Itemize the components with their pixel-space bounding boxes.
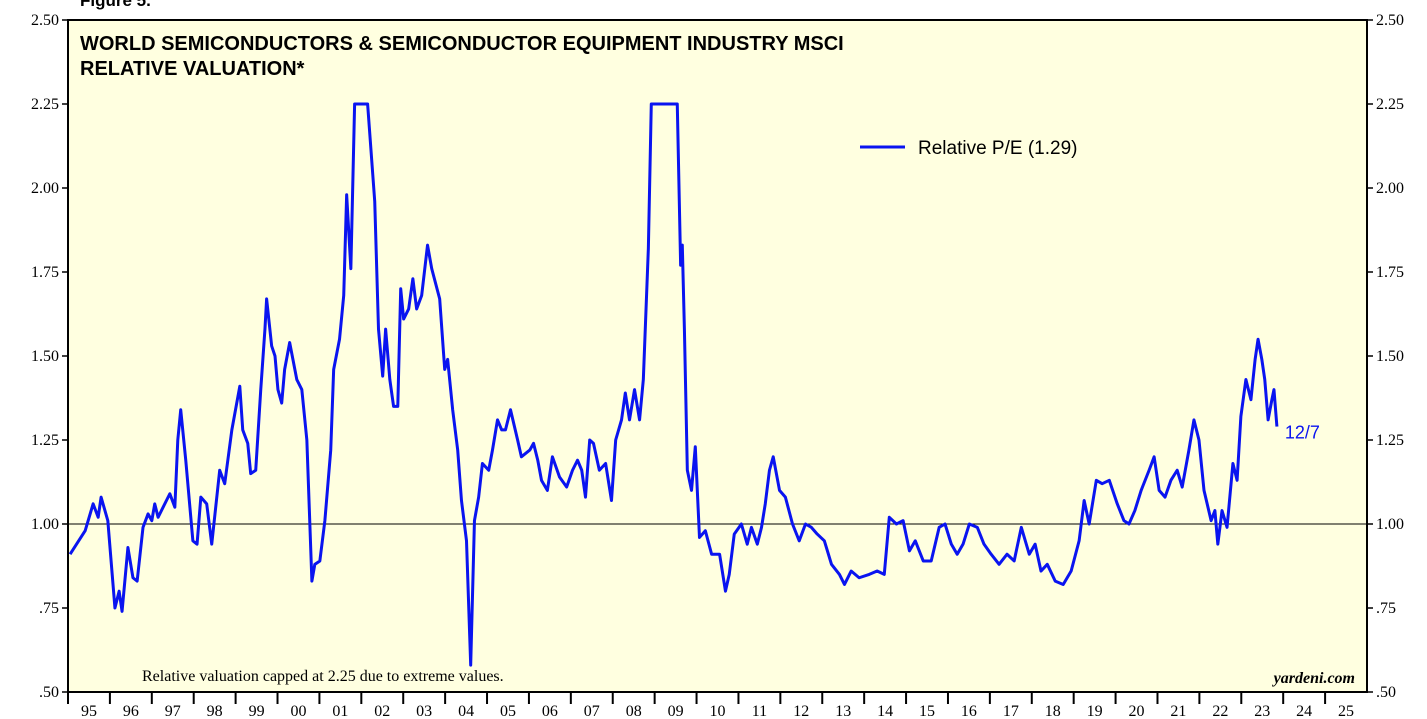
y2-tick-label: 2.25	[1376, 96, 1404, 113]
x-tick-label: 09	[668, 703, 684, 719]
x-tick-label: 01	[332, 703, 348, 719]
source: yardeni.com	[1272, 670, 1355, 687]
y2-tick-label: 2.50	[1376, 12, 1404, 29]
y-tick-label: 1.00	[31, 516, 59, 533]
y2-tick-label: 1.75	[1376, 264, 1404, 281]
x-tick-label: 24	[1296, 703, 1312, 719]
x-tick-label: 99	[249, 703, 265, 719]
x-tick-label: 10	[710, 703, 726, 719]
y2-tick-label: .75	[1376, 600, 1396, 617]
x-tick-label: 13	[835, 703, 851, 719]
legend-label: Relative P/E (1.29)	[918, 138, 1077, 159]
series-line	[68, 102, 1279, 667]
chart-title: WORLD SEMICONDUCTORS & SEMICONDUCTOR EQU…	[80, 33, 844, 55]
y2-tick-label: 1.25	[1376, 432, 1404, 449]
y-tick-label: .50	[39, 684, 59, 701]
y-tick-label: 2.00	[31, 180, 59, 197]
x-tick-label: 20	[1129, 703, 1145, 719]
x-tick-label: 19	[1087, 703, 1103, 719]
x-tick-label: 95	[81, 703, 97, 719]
x-tick-label: 17	[1003, 703, 1019, 719]
chart-title: RELATIVE VALUATION*	[80, 58, 305, 80]
x-tick-label: 12	[793, 703, 809, 719]
x-tick-label: 04	[458, 703, 474, 719]
x-tick-label: 08	[626, 703, 642, 719]
y2-tick-label: 1.50	[1376, 348, 1404, 365]
x-tick-label: 22	[1212, 703, 1228, 719]
footnote: Relative valuation capped at 2.25 due to…	[142, 668, 504, 685]
x-tick-label: 23	[1254, 703, 1270, 719]
x-tick-label: 06	[542, 703, 558, 719]
y-tick-label: 2.50	[31, 12, 59, 29]
x-tick-label: 96	[123, 703, 139, 719]
x-tick-label: 07	[584, 703, 600, 719]
y-tick-label: 2.25	[31, 96, 59, 113]
x-tick-label: 15	[919, 703, 935, 719]
x-tick-label: 00	[290, 703, 306, 719]
x-tick-label: 11	[752, 703, 767, 719]
y2-tick-label: 1.00	[1376, 516, 1404, 533]
plot-background	[68, 20, 1367, 692]
y-tick-label: .75	[39, 600, 59, 617]
y2-tick-label: .50	[1376, 684, 1396, 701]
y-tick-label: 1.75	[31, 264, 59, 281]
x-tick-label: 98	[207, 703, 223, 719]
x-tick-label: 16	[961, 703, 977, 719]
x-tick-label: 02	[374, 703, 390, 719]
plot-frame	[67, 19, 1368, 693]
end-label: 12/7	[1285, 423, 1320, 443]
y2-tick-label: 2.00	[1376, 180, 1404, 197]
figure-label: Figure 5.	[80, 0, 151, 10]
x-tick-label: 21	[1170, 703, 1186, 719]
x-tick-label: 14	[877, 703, 893, 719]
x-tick-label: 03	[416, 703, 432, 719]
y-tick-label: 1.50	[31, 348, 59, 365]
y-tick-label: 1.25	[31, 432, 59, 449]
x-tick-label: 18	[1045, 703, 1061, 719]
x-tick-label: 97	[165, 703, 181, 719]
x-tick-label: 25	[1338, 703, 1354, 719]
x-tick-label: 05	[500, 703, 516, 719]
